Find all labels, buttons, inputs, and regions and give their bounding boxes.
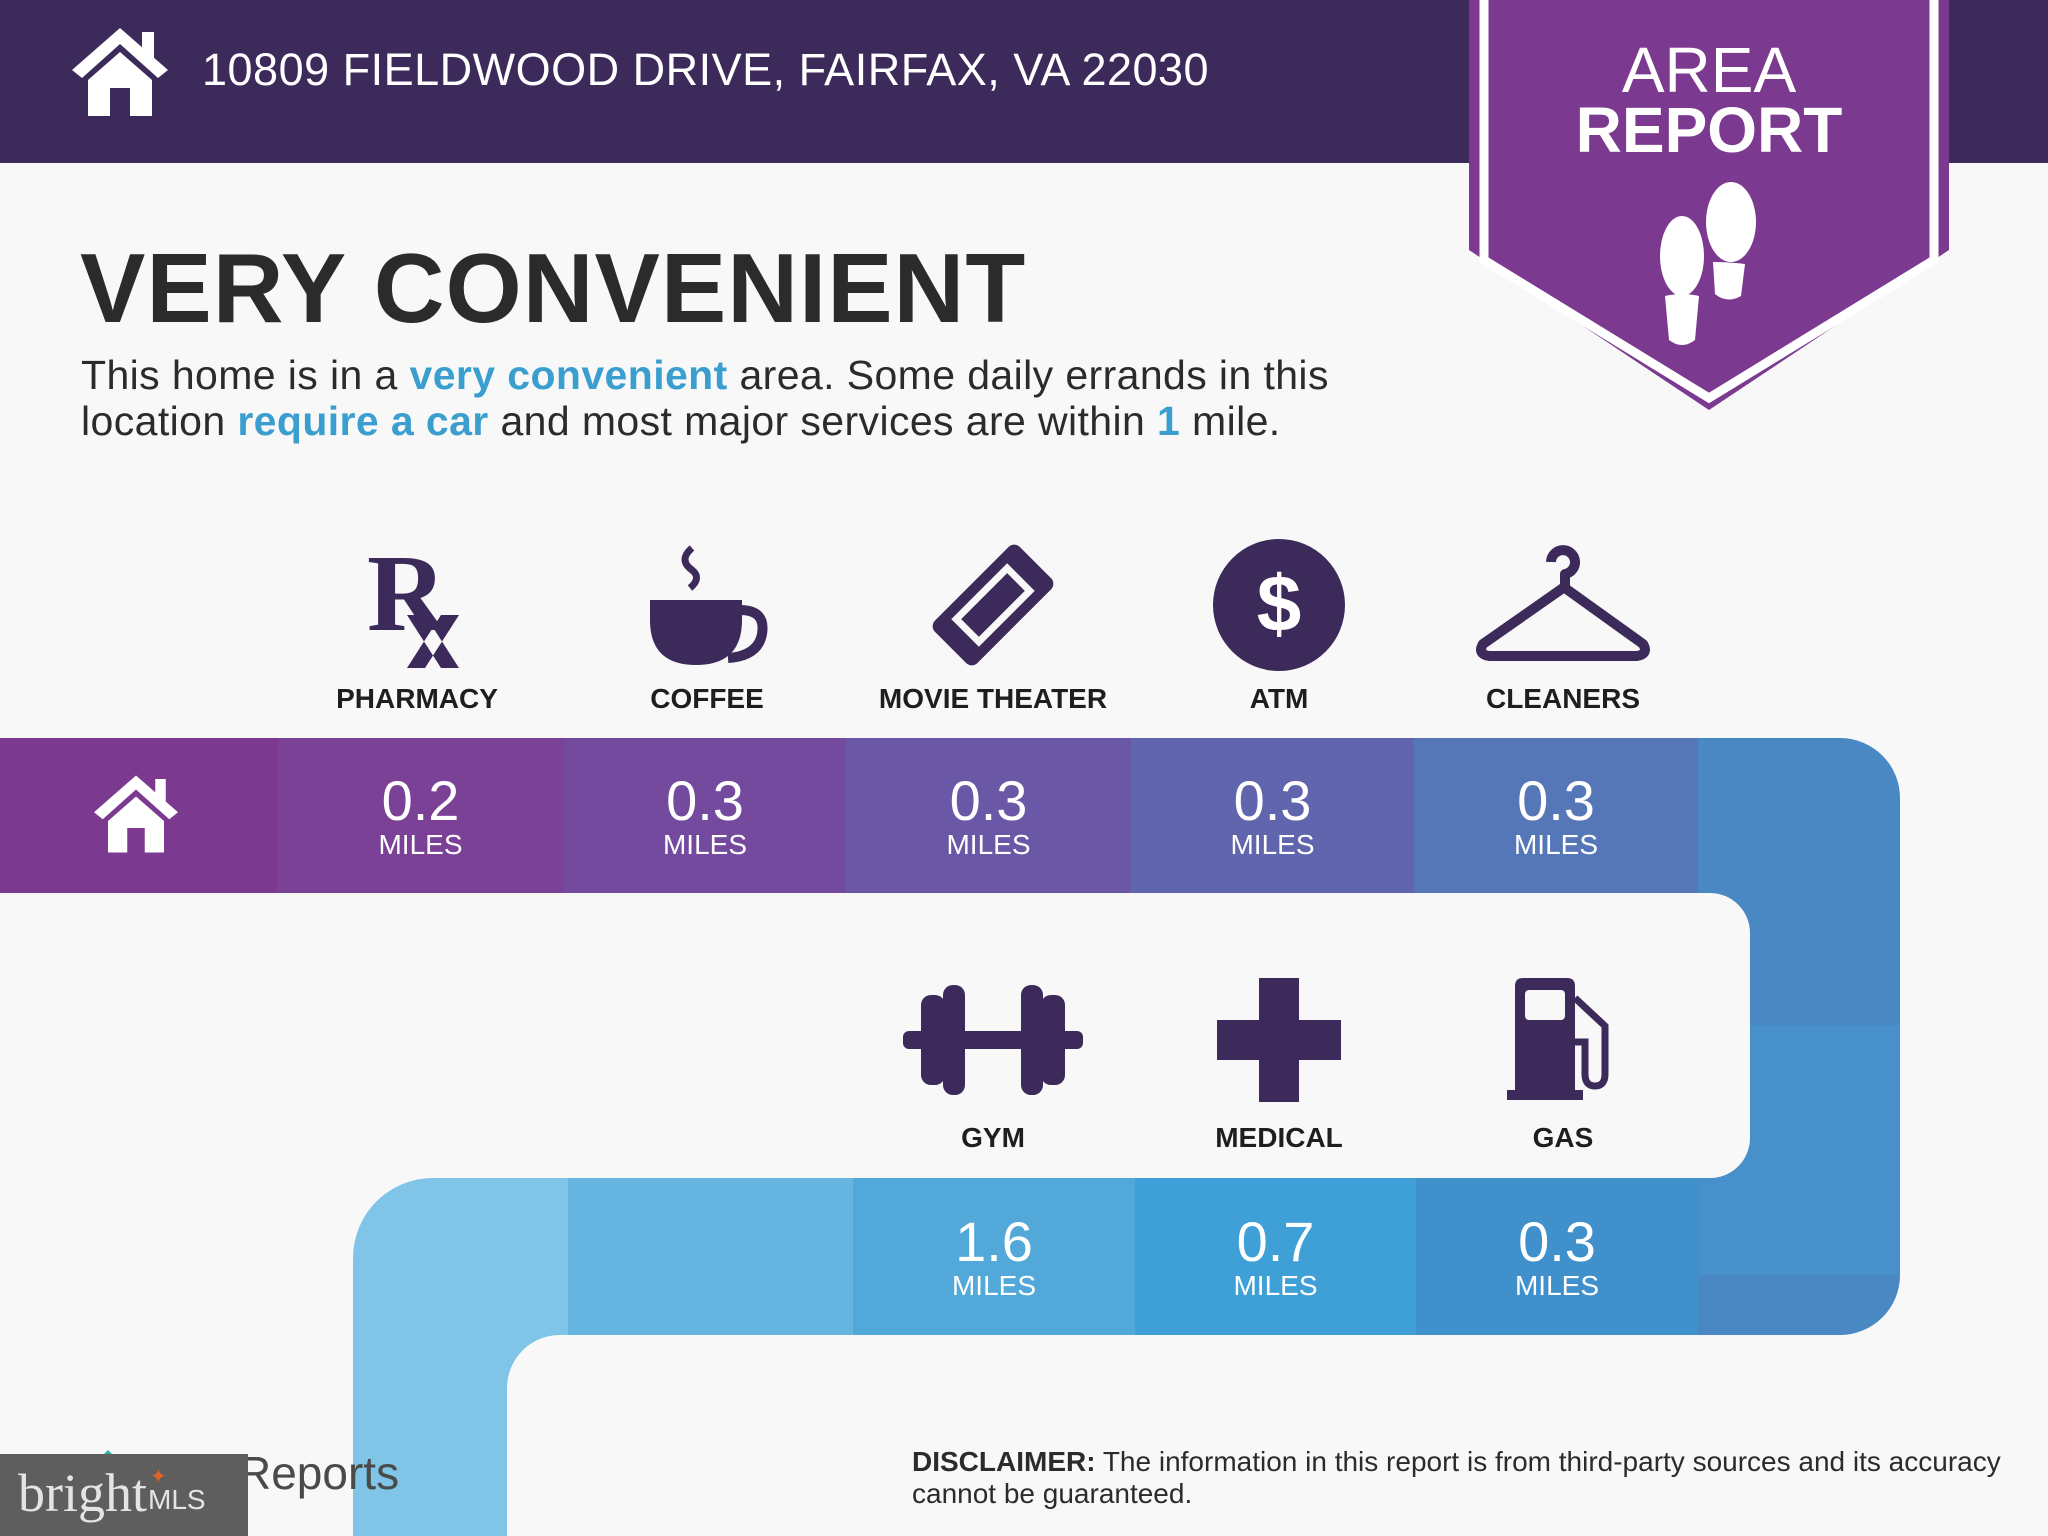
service-label: ATM [1249,683,1309,714]
gas-pump-icon [1473,970,1653,1110]
service-label: GYM [961,1122,1025,1153]
distance-cell: 0.3 MILES [564,737,846,894]
medical-cross-icon [1189,970,1369,1110]
distance-unit: MILES [946,828,1031,860]
distance-unit: MILES [1514,1269,1600,1301]
area-report-badge [1469,0,1949,410]
distance-value: 0.7 [1236,1209,1315,1273]
distance-cell: 0.2 MILES [277,737,564,894]
disclaimer: DISCLAIMER: The information in this repo… [912,1446,2012,1510]
badge-title: AREA REPORT [1469,34,1949,166]
description-line2: location require a car and most major se… [81,398,1281,444]
dumbbell-icon [903,970,1083,1110]
service-label: MOVIE THEATER [878,683,1108,714]
svg-text:R: R [367,540,448,654]
service-label: CLEANERS [1485,683,1640,714]
disclaimer-text: The information in this report is from t… [912,1446,2001,1509]
distance-value: 0.3 [666,768,744,832]
distance-cell: 0.3 MILES [1414,737,1698,894]
footprints-icon [1660,182,1756,345]
reports-logo-text: Reports [238,1447,400,1499]
distance-value: 0.3 [1517,768,1595,832]
service-label: GAS [1532,1122,1594,1153]
distance-value: 1.6 [955,1209,1033,1273]
distance-unit: MILES [1513,828,1599,860]
hanger-icon [1473,535,1653,675]
svg-text:$: $ [1257,559,1302,648]
distance-value: 0.3 [949,768,1028,832]
coffee-cup-icon [617,535,797,675]
distance-value: 0.2 [381,768,460,832]
address: 10809 FIELDWOOD DRIVE, FAIRFAX, VA 22030 [202,44,1210,95]
dollar-icon: $ [1189,535,1369,675]
distance-unit: MILES [1233,1269,1318,1301]
house-icon [72,28,168,116]
distance-value: 0.3 [1518,1209,1596,1273]
distance-cell: 1.6 MILES [853,1178,1135,1335]
disclaimer-label: DISCLAIMER: [912,1446,1096,1477]
distance-unit: MILES [951,1269,1037,1301]
ticket-icon [903,535,1083,675]
distance-cell: 0.7 MILES [1135,1178,1416,1335]
service-label: PHARMACY [336,683,498,714]
rx-icon: R [327,535,507,675]
description-line1: This home is in a very convenient area. … [81,352,1329,398]
service-label: MEDICAL [1215,1122,1343,1153]
home-marker-icon [94,775,178,853]
distance-unit: MILES [1230,828,1315,860]
distance-value: 0.3 [1233,768,1312,832]
distance-unit: MILES [378,828,463,860]
distance-cell: 0.3 MILES [1131,737,1414,894]
badge-line1: AREA [1621,34,1797,106]
distance-cell: 0.3 MILES [846,737,1131,894]
distance-unit: MILES [662,828,748,860]
page-title: VERY CONVENIENT [80,233,1027,343]
bright-mls-logo: bright MLS ✦ [0,1454,248,1536]
badge-line2: REPORT [1575,94,1843,166]
service-label: COFFEE [650,683,764,714]
distance-cell: 0.3 MILES [1416,1178,1698,1335]
